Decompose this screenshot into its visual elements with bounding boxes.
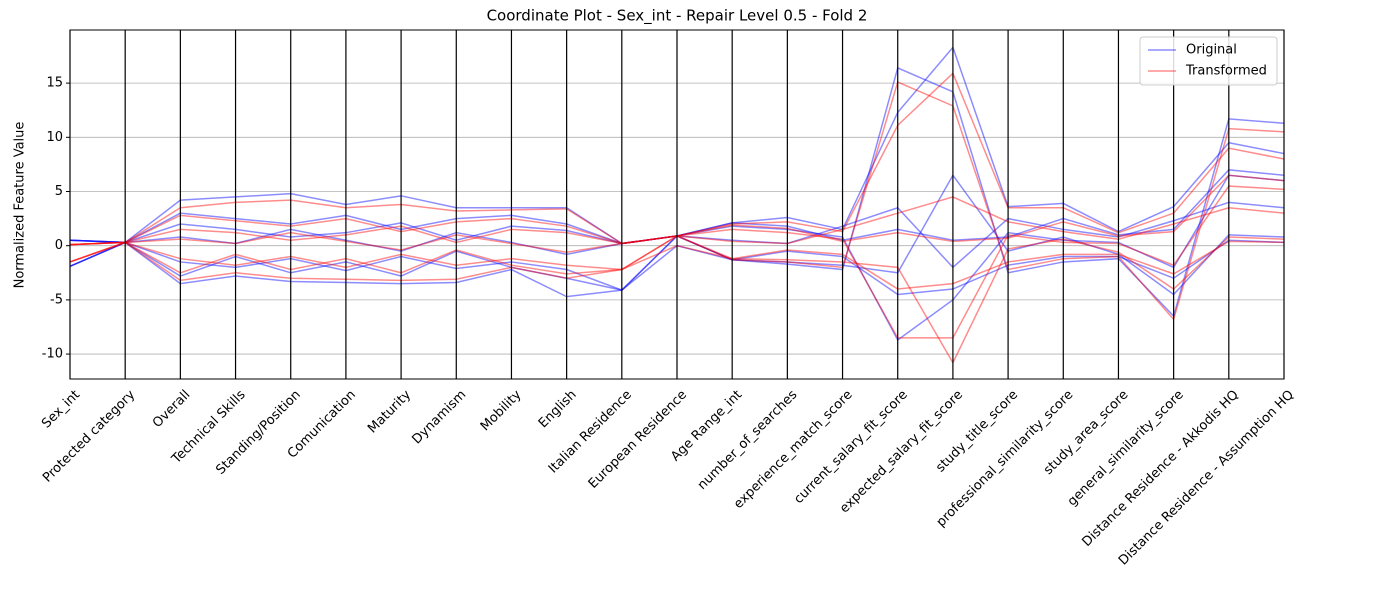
- legend-label: Original: [1186, 43, 1237, 58]
- x-tick-label: number_of_searches: [695, 387, 801, 493]
- x-tick-label: current_salary_fit_score: [791, 387, 910, 506]
- y-tick-label: -10: [42, 347, 63, 362]
- x-tick-label: Overall: [150, 387, 193, 430]
- x-tick-label: Sex_int: [39, 387, 83, 431]
- y-axis-label: Normalized Feature Value: [13, 122, 28, 289]
- chart-title: Coordinate Plot - Sex_int - Repair Level…: [487, 7, 868, 26]
- plot-frame: [69, 29, 1285, 380]
- x-tick-label: Protected category: [40, 387, 138, 485]
- y-tick-label: 10: [46, 130, 63, 145]
- x-tick-label: Maturity: [365, 387, 414, 436]
- x-tick-label: European Residence: [586, 387, 690, 491]
- y-tick-label: -5: [50, 292, 63, 307]
- legend-label: Transformed: [1185, 64, 1267, 79]
- legend: Original Transformed: [1139, 36, 1278, 86]
- x-tick-label: Mobility: [478, 387, 525, 434]
- x-tick-label: general_similarity_score: [1065, 387, 1187, 509]
- y-tick-label: 15: [46, 76, 63, 91]
- y-tick-label: 0: [55, 238, 63, 253]
- x-tick-label: Dynamism: [409, 387, 469, 447]
- y-tick-label: 5: [55, 184, 63, 199]
- legend-box: [1139, 36, 1278, 86]
- x-tick-label: English: [536, 387, 580, 431]
